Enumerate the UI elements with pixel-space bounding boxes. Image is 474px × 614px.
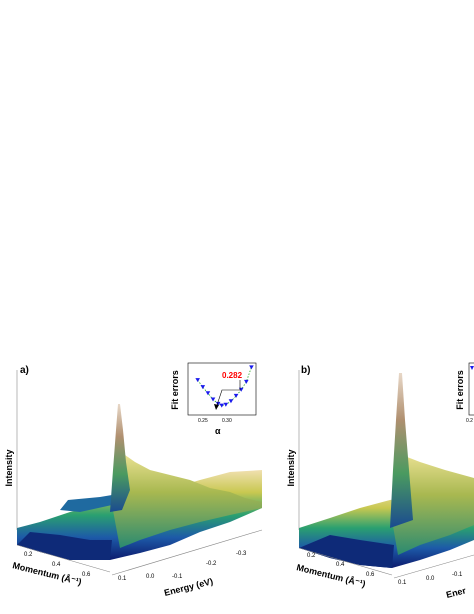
panel-a-energy-tick-2: 0.0 xyxy=(146,574,155,580)
panel-a-momentum-tick-3: 0.6 xyxy=(82,572,91,578)
panel-b-momentum-axis xyxy=(298,547,393,576)
panel-a-energy-tick-1: 0.1 xyxy=(118,576,127,582)
panel-a-inset-xlabel: α xyxy=(215,426,221,436)
panel-a-surface-peak xyxy=(110,404,130,512)
panel-a-inset-xtick-2: 0.30 xyxy=(222,418,232,424)
panel-b-inset-xtick-1: 0.2 xyxy=(466,418,473,424)
panel-b-energy-tick-2: 0.0 xyxy=(426,576,435,582)
panel-a-energy-tick-4: -0.2 xyxy=(206,561,217,567)
panel-b-energy-tick-3: -0.1 xyxy=(452,572,463,578)
panel-a-energy-tick-3: -0.1 xyxy=(172,574,183,580)
inset-data-point xyxy=(249,365,254,370)
inset-data-point xyxy=(223,402,229,407)
panel-a-inset-min-arrow xyxy=(215,380,241,409)
inset-data-point xyxy=(228,399,234,404)
panel-b-label: b) xyxy=(301,365,310,376)
inset-data-point xyxy=(210,397,216,402)
panel-a-energy-tick-5: -0.3 xyxy=(236,551,247,557)
panel-a-inset-min-label: 0.282 xyxy=(222,371,243,380)
panel-a-surface xyxy=(17,404,262,560)
panel-b-inset-marker xyxy=(470,366,474,370)
panel-a-momentum-axis xyxy=(16,544,111,573)
panel-b-momentum-tick-3: 0.6 xyxy=(366,572,375,578)
panel-a-momentum-label: Momentum (Å⁻¹) xyxy=(12,560,83,587)
panel-b-energy-tick-1: 0.1 xyxy=(398,580,407,586)
inset-data-point xyxy=(200,385,206,390)
panel-a-momentum-tick-1: 0.2 xyxy=(24,552,33,558)
inset-data-point xyxy=(195,378,200,383)
panel-b-energy-label: Ener xyxy=(445,585,467,600)
inset-data-point xyxy=(219,403,225,408)
panel-a-label: a) xyxy=(20,365,29,376)
panel-b-momentum-tick-1: 0.2 xyxy=(307,553,316,559)
panel-b-inset-frame xyxy=(468,362,474,416)
panel-b-inset: Fit errors 0.2 xyxy=(455,362,474,424)
panel-b-momentum-label: Momentum (Å⁻¹) xyxy=(296,562,367,589)
panel-b-surface-shoulder xyxy=(392,455,474,555)
panel-b: b) Intensity 0.2 0.4 0.6 Momentum (Å⁻¹) … xyxy=(286,362,474,600)
panel-a-inset-arrow-head xyxy=(214,404,219,410)
panel-a-momentum-tick-2: 0.4 xyxy=(52,562,61,568)
panel-a: a) Intensity 0.2 0.4 0.6 Momentum (Å⁻¹) … xyxy=(4,362,263,598)
inset-data-point xyxy=(215,401,221,406)
panel-b-surface xyxy=(299,373,474,568)
panel-b-momentum-tick-2: 0.4 xyxy=(336,562,345,568)
panel-a-energy-axis xyxy=(111,529,263,576)
panel-b-inset-ylabel: Fit errors xyxy=(455,370,465,410)
panel-a-energy-label: Energy (eV) xyxy=(163,576,214,598)
inset-data-point xyxy=(233,393,239,398)
panel-a-inset-ylabel: Fit errors xyxy=(170,370,180,410)
panel-b-energy-axis xyxy=(393,554,474,579)
panel-a-surface-ridge xyxy=(60,495,112,512)
panel-a-inset: Fit errors 0.25 0.30 α 0.282 xyxy=(170,362,257,436)
inset-data-point xyxy=(244,379,249,384)
panel-b-intensity-label: Intensity xyxy=(286,449,296,486)
inset-data-point xyxy=(205,391,211,396)
panel-b-surface-peak xyxy=(390,373,413,528)
panel-a-inset-xtick-1: 0.25 xyxy=(198,418,208,424)
panel-a-surface-front xyxy=(17,532,112,560)
panel-a-surface-shoulder xyxy=(112,455,262,548)
panel-b-surface-front xyxy=(299,535,394,568)
panel-a-intensity-label: Intensity xyxy=(4,449,14,486)
